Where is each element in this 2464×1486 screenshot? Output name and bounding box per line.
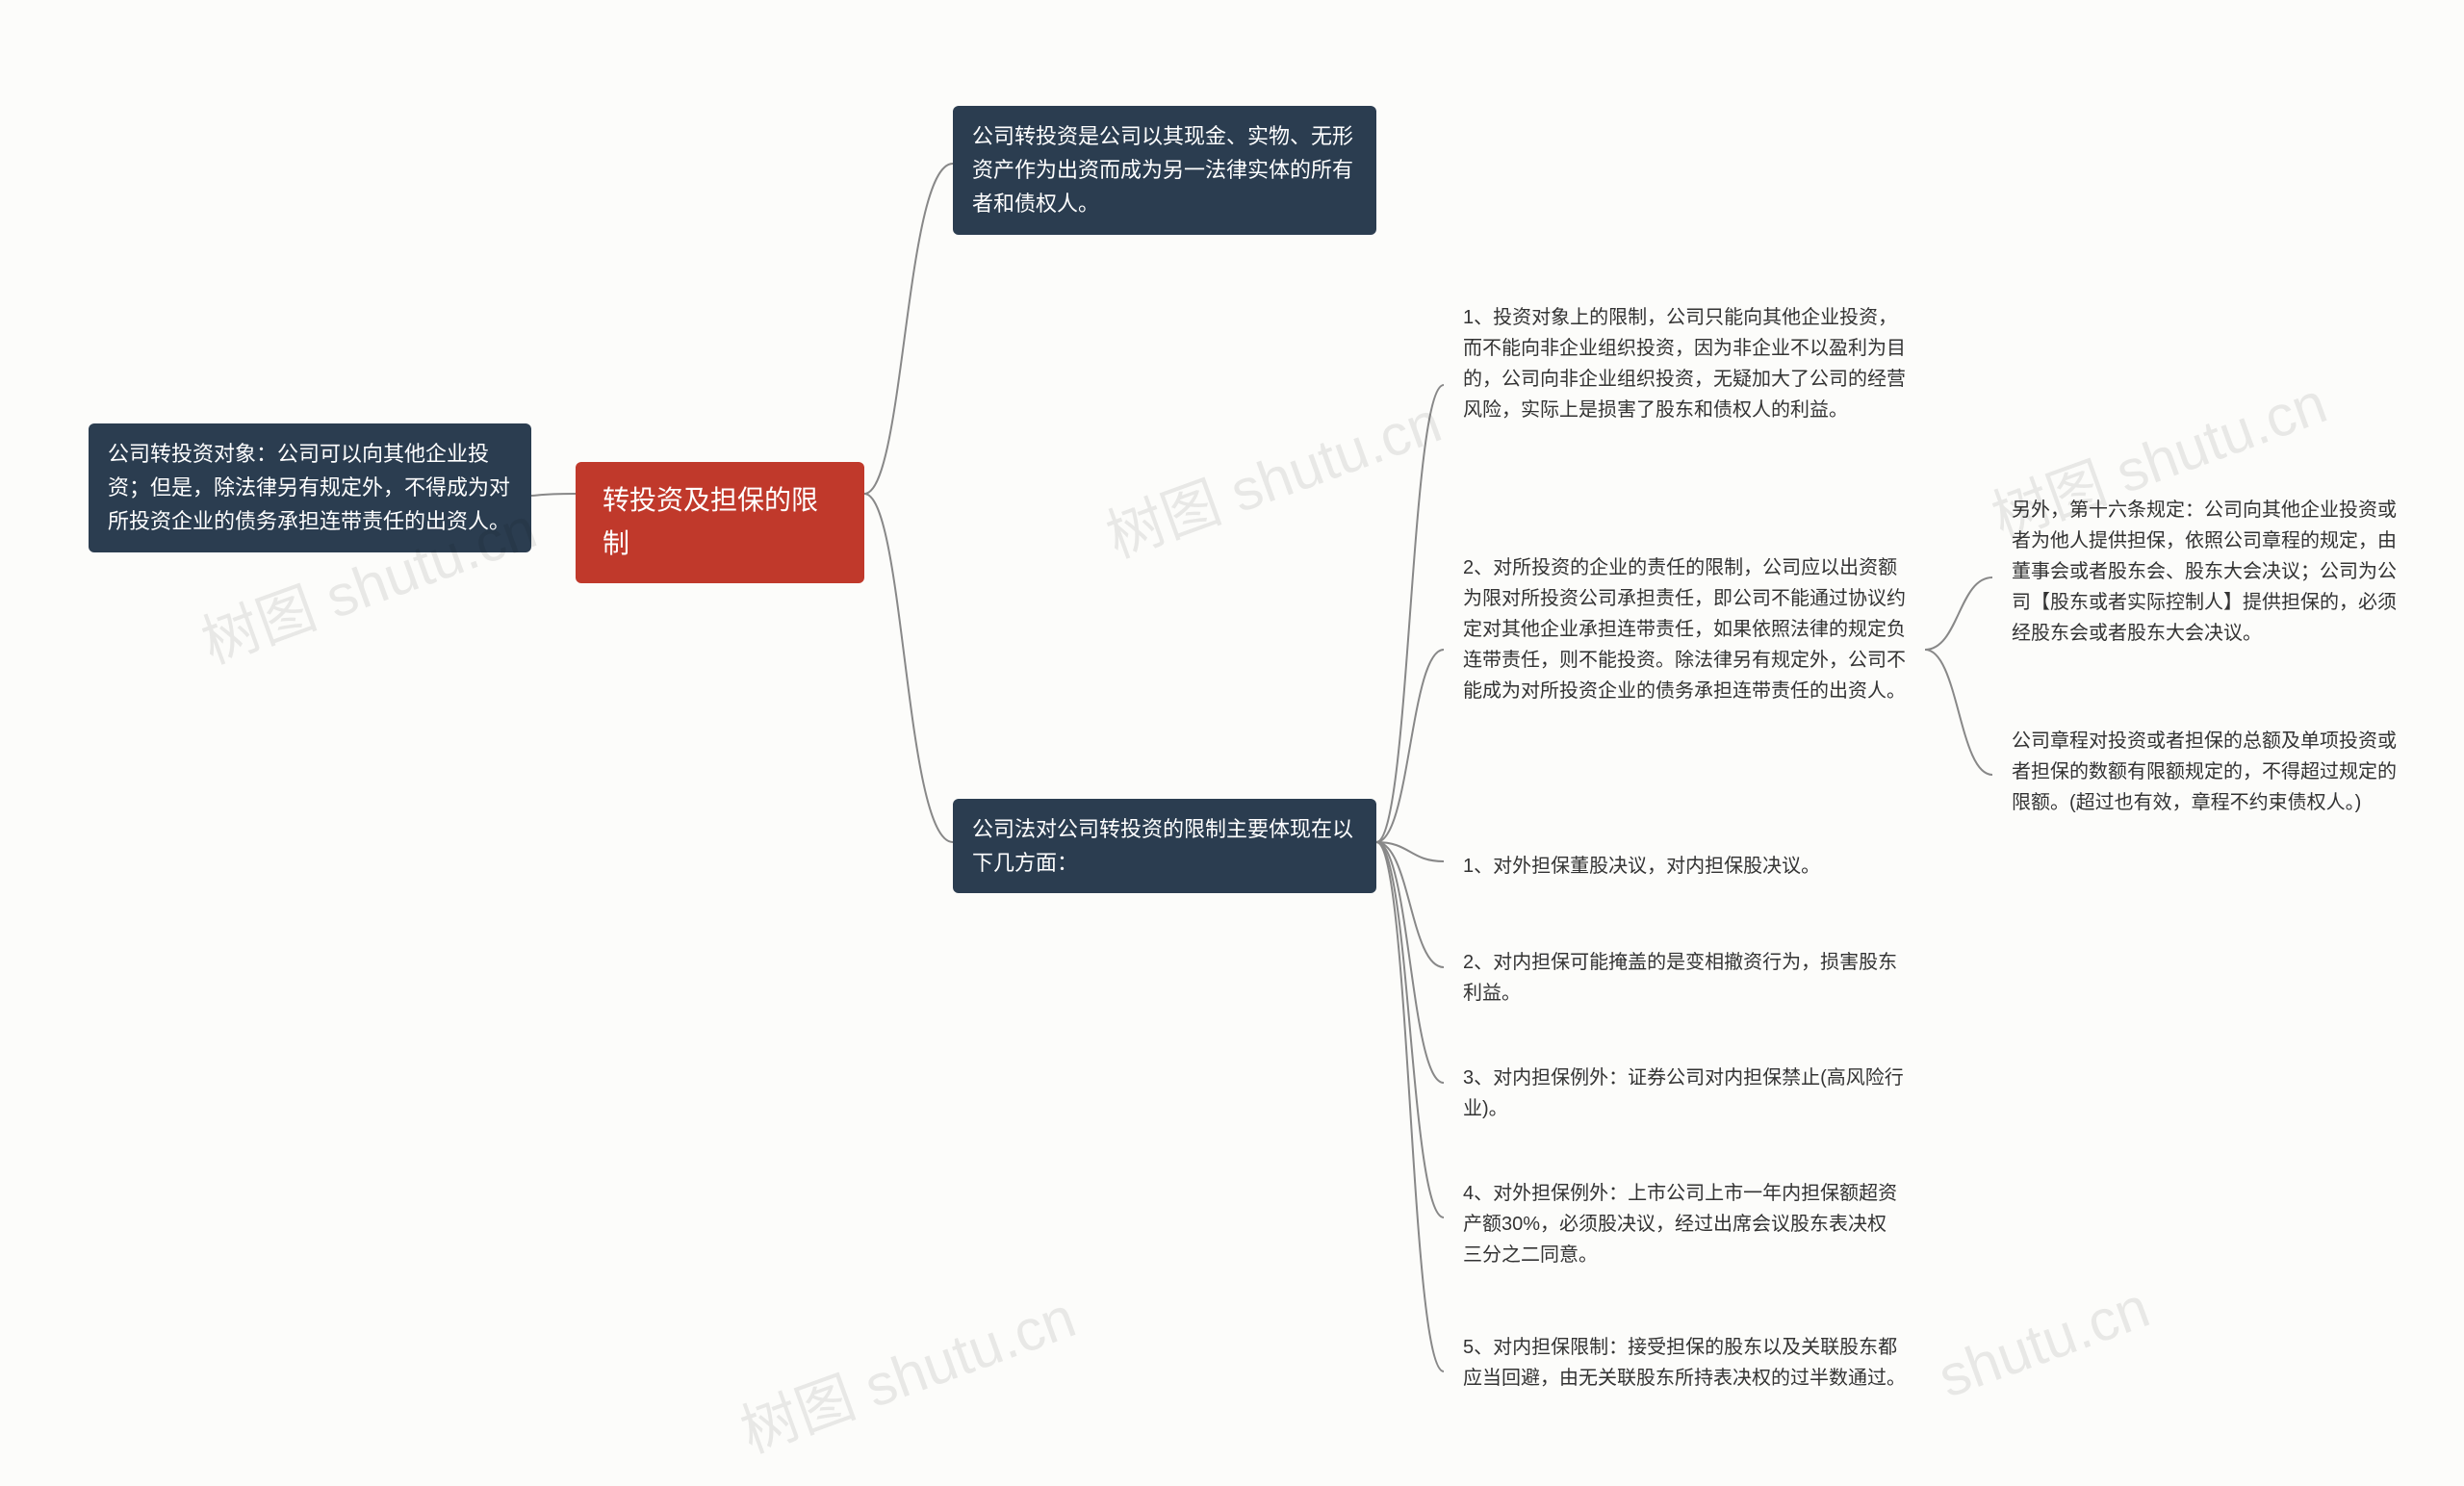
- leaf-2a-node[interactable]: 另外，第十六条规定：公司向其他企业投资或者为他人提供担保，依照公司章程的规定，由…: [1992, 481, 2426, 662]
- leaf-4-label: 2、对内担保可能掩盖的是变相撤资行为，损害股东利益。: [1463, 952, 1897, 1004]
- left-branch-label: 公司转投资对象：公司可以向其他企业投资；但是，除法律另有规定外，不得成为对所投资…: [108, 442, 510, 533]
- leaf-2b-label: 公司章程对投资或者担保的总额及单项投资或者担保的数额有限额规定的，不得超过规定的…: [2012, 730, 2397, 813]
- connector-path: [864, 164, 953, 494]
- leaf-5-node[interactable]: 3、对内担保例外：证券公司对内担保禁止(高风险行业)。: [1444, 1049, 1925, 1138]
- connector-path: [1925, 577, 1992, 650]
- right-branch-2-label: 公司法对公司转投资的限制主要体现在以下几方面：: [972, 817, 1353, 875]
- left-branch-node[interactable]: 公司转投资对象：公司可以向其他企业投资；但是，除法律另有规定外，不得成为对所投资…: [89, 423, 531, 552]
- leaf-3-node[interactable]: 1、对外担保董股决议，对内担保股决议。: [1444, 837, 1925, 895]
- watermark-text: 树图 shutu.cn: [728, 1270, 1085, 1469]
- connector-path: [1925, 650, 1992, 775]
- leaf-3-label: 1、对外担保董股决议，对内担保股决议。: [1463, 856, 1820, 877]
- leaf-2-node[interactable]: 2、对所投资的企业的责任的限制，公司应以出资额为限对所投资公司承担责任，即公司不…: [1444, 539, 1925, 720]
- connector-path: [864, 494, 953, 842]
- leaf-7-node[interactable]: 5、对内担保限制：接受担保的股东以及关联股东都应当回避，由无关联股东所持表决权的…: [1444, 1319, 1925, 1407]
- leaf-6-node[interactable]: 4、对外担保例外：上市公司上市一年内担保额超资产额30%，必须股决议，经过出席会…: [1444, 1165, 1925, 1284]
- leaf-1-node[interactable]: 1、投资对象上的限制，公司只能向其他企业投资，而不能向非企业组织投资，因为非企业…: [1444, 289, 1925, 439]
- connector-path: [1376, 842, 1444, 861]
- leaf-7-label: 5、对内担保限制：接受担保的股东以及关联股东都应当回避，由无关联股东所持表决权的…: [1463, 1337, 1906, 1389]
- right-branch-1-node[interactable]: 公司转投资是公司以其现金、实物、无形资产作为出资而成为另一法律实体的所有者和债权…: [953, 106, 1376, 235]
- connector-path: [1376, 842, 1444, 1083]
- watermark-text: 树图 shutu.cn: [1093, 375, 1450, 574]
- leaf-4-node[interactable]: 2、对内担保可能掩盖的是变相撤资行为，损害股东利益。: [1444, 934, 1925, 1022]
- right-branch-2-node[interactable]: 公司法对公司转投资的限制主要体现在以下几方面：: [953, 799, 1376, 893]
- right-branch-1-label: 公司转投资是公司以其现金、实物、无形资产作为出资而成为另一法律实体的所有者和债权…: [972, 124, 1353, 216]
- leaf-1-label: 1、投资对象上的限制，公司只能向其他企业投资，而不能向非企业组织投资，因为非企业…: [1463, 307, 1906, 421]
- connector-path: [1376, 842, 1444, 1371]
- leaf-2a-label: 另外，第十六条规定：公司向其他企业投资或者为他人提供担保，依照公司章程的规定，由…: [2012, 500, 2397, 644]
- leaf-6-label: 4、对外担保例外：上市公司上市一年内担保额超资产额30%，必须股决议，经过出席会…: [1463, 1183, 1897, 1266]
- watermark-text: shutu.cn: [1930, 1273, 2158, 1410]
- root-node[interactable]: 转投资及担保的限制: [576, 462, 864, 583]
- connector-path: [531, 494, 576, 496]
- leaf-2b-node[interactable]: 公司章程对投资或者担保的总额及单项投资或者担保的数额有限额规定的，不得超过规定的…: [1992, 712, 2426, 832]
- connector-path: [1376, 842, 1444, 967]
- connector-path: [1376, 650, 1444, 842]
- root-label: 转投资及担保的限制: [603, 485, 818, 558]
- leaf-5-label: 3、对内担保例外：证券公司对内担保禁止(高风险行业)。: [1463, 1067, 1904, 1119]
- leaf-2-label: 2、对所投资的企业的责任的限制，公司应以出资额为限对所投资公司承担责任，即公司不…: [1463, 557, 1906, 702]
- connector-path: [1376, 385, 1444, 842]
- connector-path: [1376, 842, 1444, 1217]
